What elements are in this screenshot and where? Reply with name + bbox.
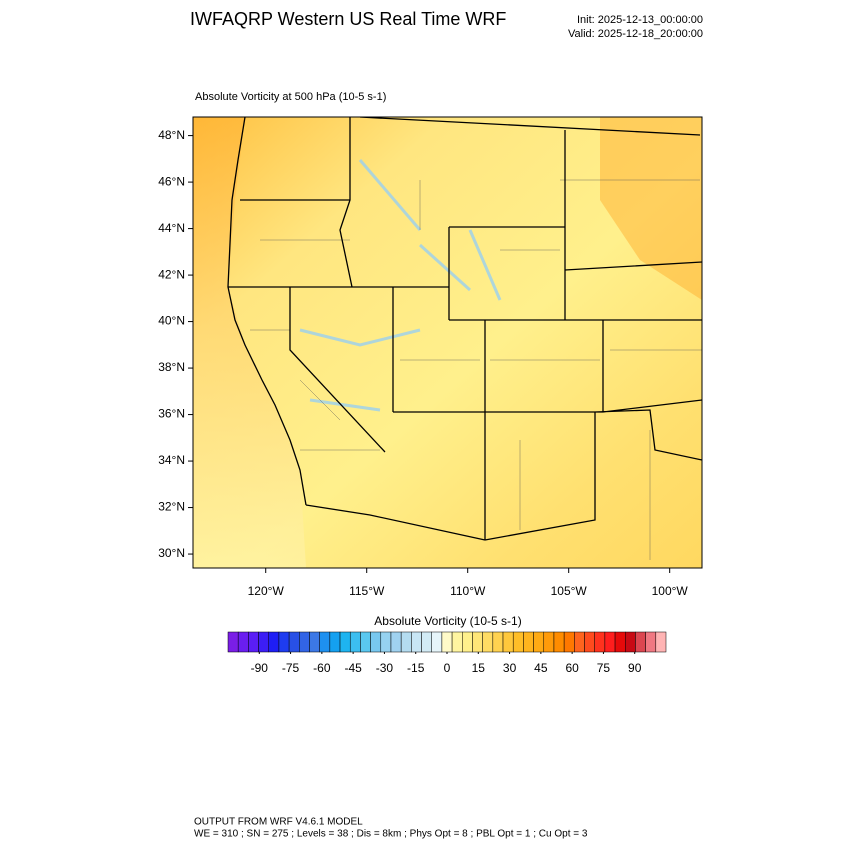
colorbar-box [278, 631, 290, 653]
colorbar-box [543, 631, 555, 653]
coastline [227, 117, 307, 506]
map-field [193, 117, 702, 568]
colorbar-tick-label: 45 [534, 661, 548, 675]
colorbar-box [411, 631, 422, 653]
y-tick-label: 40°N [158, 314, 185, 328]
colorbar-tick-label: -75 [282, 661, 300, 675]
colorbar-box [288, 631, 300, 653]
colorbar-box [604, 631, 616, 653]
colorbar-box [563, 631, 575, 653]
state-borders [228, 117, 702, 541]
x-tick-label: 120°W [248, 584, 285, 598]
colorbar-box [227, 631, 239, 653]
colorbar-tick-label: -60 [313, 661, 331, 675]
colorbar-box [349, 631, 361, 653]
colorbar-tick-label: -90 [251, 661, 269, 675]
colorbar-box [390, 631, 402, 653]
colorbar-box [309, 631, 320, 653]
x-tick-label: 115°W [349, 584, 385, 598]
colorbar-box [268, 631, 280, 653]
x-tick-label: 100°W [652, 584, 689, 598]
y-tick-label: 34°N [158, 453, 185, 467]
colorbar-tick-label: -30 [376, 661, 394, 675]
colorbar-box [512, 631, 524, 653]
colorbar-box [614, 631, 626, 653]
colorbar-box [502, 631, 514, 653]
y-tick-label: 38°N [158, 360, 185, 374]
colorbar-box [462, 631, 473, 653]
y-tick-label: 36°N [158, 407, 185, 421]
colorbar-box [594, 631, 606, 653]
colorbar-tick-label: -45 [344, 661, 362, 675]
colorbar-box [584, 631, 595, 653]
colorbar-box [533, 631, 545, 653]
x-tick-label: 105°W [551, 584, 588, 598]
ocean [193, 117, 306, 568]
colorbar-box [553, 631, 565, 653]
colorbar-box [380, 631, 392, 653]
y-tick-label: 44°N [158, 221, 185, 235]
colorbar-tick-label: 0 [444, 661, 451, 675]
y-tick-label: 32°N [158, 500, 185, 514]
colorbar-box [645, 631, 657, 653]
colorbar-tick-label: 15 [472, 661, 486, 675]
colorbar-box [299, 631, 310, 653]
map-subtitle: Absolute Vorticity at 500 hPa (10-5 s-1) [195, 91, 386, 103]
colorbar-tick-label: 75 [597, 661, 611, 675]
high-vorticity [600, 117, 702, 300]
colorbar-box [258, 631, 269, 653]
x-tick-label: 110°W [450, 584, 486, 598]
colorbar-box [625, 631, 636, 653]
y-tick-label: 42°N [158, 267, 185, 281]
colorbar-box [431, 631, 443, 653]
low-vorticity-streaks [299, 159, 502, 412]
colorbar-tick-label: 30 [503, 661, 517, 675]
colorbar-tick-label: 60 [565, 661, 579, 675]
colorbar-box [655, 631, 667, 653]
colorbar-box [400, 631, 412, 653]
colorbar-box [451, 631, 463, 653]
map-frame [192, 116, 703, 569]
valid-time: Valid: 2025-12-18_20:00:00 [568, 28, 703, 40]
colorbar-box [482, 631, 494, 653]
colorbar-box [339, 631, 351, 653]
colorbar-box [492, 631, 504, 653]
colorbar-box [360, 631, 371, 653]
colorbar-box [441, 631, 453, 653]
init-time: Init: 2025-12-13_00:00:00 [577, 14, 703, 26]
colorbar-box [248, 631, 259, 653]
colorbar-box [319, 631, 331, 653]
y-tick-label: 30°N [158, 546, 185, 560]
colorbar-box [523, 631, 534, 653]
colorbar-box [421, 631, 432, 653]
y-tick-label: 48°N [158, 128, 185, 142]
colorbar-tick-label: -15 [407, 661, 425, 675]
title: IWFAQRP Western US Real Time WRF [190, 9, 506, 29]
colorbar-box [574, 631, 585, 653]
colorbar-box [635, 631, 646, 653]
colorbar-box [472, 631, 483, 653]
colorbar-box [237, 631, 249, 653]
y-tick-label: 46°N [158, 174, 185, 188]
colorbar-box [370, 631, 382, 653]
colorbar-tick-label: 90 [628, 661, 642, 675]
colorbar-title: Absolute Vorticity (10-5 s-1) [374, 614, 521, 628]
colorbar-box [329, 631, 341, 653]
footer-settings: WE = 310 ; SN = 275 ; Levels = 38 ; Dis … [194, 829, 588, 840]
county-lines [250, 179, 702, 560]
footer-model: OUTPUT FROM WRF V4.6.1 MODEL [194, 817, 363, 828]
